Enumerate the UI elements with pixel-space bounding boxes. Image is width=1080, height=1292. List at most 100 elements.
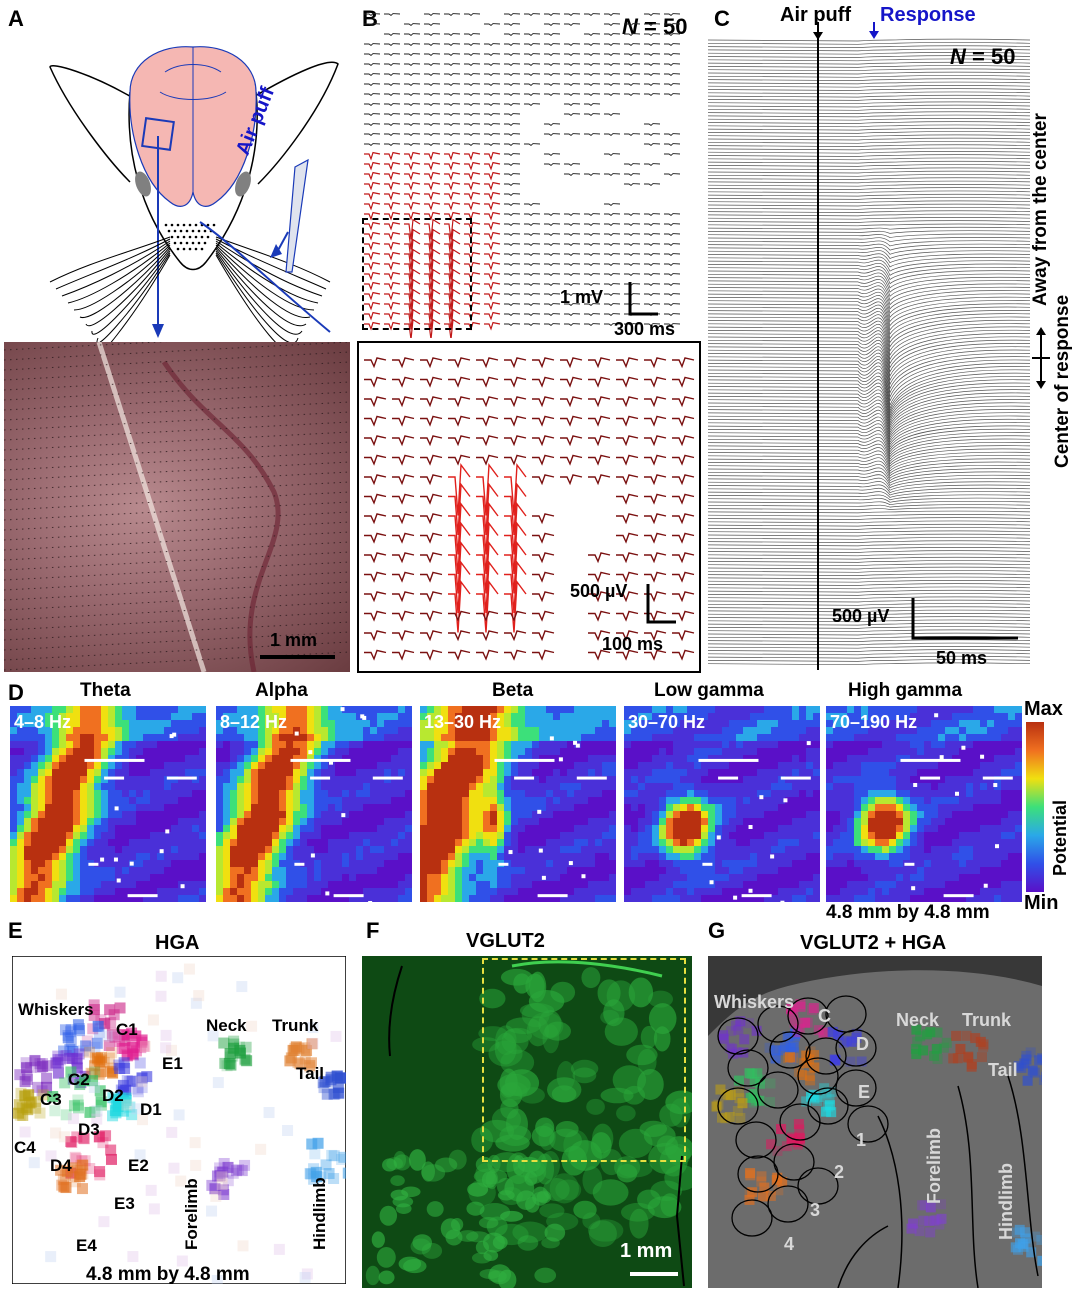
heatmap-cell: [199, 713, 206, 721]
heatmap-cell: [129, 734, 137, 742]
inset-trace: [420, 552, 443, 564]
heatmap-cell: [792, 762, 800, 770]
c-center-arrow: [1032, 327, 1050, 389]
heatmap-cell: [840, 860, 848, 868]
heatmap-cell: [185, 811, 193, 819]
trace: [708, 295, 1030, 319]
heatmap-cell: [192, 790, 200, 798]
heatmap-cell: [659, 769, 667, 777]
heatmap-cell: [293, 846, 301, 854]
heatmap-cell: [342, 720, 350, 728]
heatmap-cell: [223, 776, 231, 784]
trace: [708, 226, 1030, 230]
heatmap-cell: [483, 748, 491, 756]
trace: [708, 200, 1030, 204]
heatmap-cell: [434, 755, 442, 763]
heatmap-cell: [861, 839, 869, 847]
heatmap-cell: [645, 720, 653, 728]
heatmap-cell: [833, 853, 841, 861]
heatmap-cell: [384, 741, 392, 749]
heatmap-cell: [129, 776, 137, 784]
heatmap-cell: [694, 846, 702, 854]
heatmap-cell: [602, 720, 610, 728]
inset-trace: [420, 493, 443, 505]
heatmap-cell: [799, 713, 807, 721]
c-side-center: Center of response: [1052, 294, 1073, 468]
heatmap-cell: [861, 860, 869, 868]
heatmap-cell: [286, 860, 294, 868]
heatmap-cell: [66, 818, 74, 826]
heatmap-cell: [216, 825, 224, 833]
inset-trace: [644, 357, 667, 369]
whisker-pad-dot: [203, 229, 207, 233]
heatmap-cell: [609, 776, 616, 784]
heatmap-cell: [244, 720, 252, 728]
heatmap-cell: [216, 839, 224, 847]
heatmap-cell: [595, 881, 603, 889]
trace: [444, 103, 461, 106]
heatmap-cell: [994, 727, 1002, 735]
heatmap-cell: [1008, 797, 1016, 805]
heatmap-cell: [581, 811, 589, 819]
trace: [424, 151, 441, 161]
heatmap-cell: [17, 832, 25, 840]
heatmap-cell: [497, 811, 505, 819]
heatmap-cell: [757, 720, 765, 728]
heatmap-cell: [567, 832, 575, 840]
heatmap-cell: [994, 706, 1002, 714]
trace: [524, 203, 541, 206]
heatmap-cell: [666, 713, 674, 721]
heatmap-cell: [539, 832, 547, 840]
heatmap-cell: [631, 888, 639, 896]
inset-trace: [448, 580, 471, 633]
heatmap-cell: [335, 727, 343, 735]
heatmap-cell: [349, 818, 357, 826]
heatmap-cell: [903, 825, 911, 833]
dead-channel: [702, 862, 713, 866]
heatmap-cell: [462, 881, 470, 889]
heatmap-cell: [476, 713, 484, 721]
trace: [504, 83, 521, 86]
heatmap-cell: [185, 797, 193, 805]
heatmap-cell: [847, 825, 855, 833]
heatmap-cell: [553, 783, 561, 791]
electrode-row: [4, 521, 350, 541]
heatmap-cell: [150, 783, 158, 791]
heatmap-cell: [157, 888, 165, 896]
heatmap-cell: [938, 734, 946, 742]
heatmap-cell: [546, 713, 554, 721]
heatmap-cell: [244, 797, 252, 805]
heatmap-cell: [987, 846, 995, 854]
heatmap-cell: [178, 867, 186, 875]
trace: [664, 33, 681, 36]
trace: [708, 42, 1030, 45]
heatmap-cell: [764, 790, 772, 798]
heatmap-cell: [272, 776, 280, 784]
heatmap-cell: [342, 804, 350, 812]
heatmap-cell: [833, 720, 841, 728]
heatmap-cell: [847, 797, 855, 805]
heatmap-cell: [136, 874, 144, 882]
heatmap-cell: [1001, 734, 1009, 742]
heatmap-cell: [223, 895, 231, 902]
heatmap-cell: [539, 818, 547, 826]
trace: [708, 301, 1030, 327]
heatmap-cell: [952, 853, 960, 861]
heatmap-cell: [185, 874, 193, 882]
trace: [604, 53, 621, 56]
heatmap-cell: [237, 713, 245, 721]
heatmap-cell: [553, 720, 561, 728]
inset-trace: [504, 415, 527, 427]
heatmap-cell: [356, 874, 364, 882]
heatmap-cell: [917, 762, 925, 770]
heatmap-cell: [363, 895, 371, 902]
inset-trace: [616, 376, 639, 388]
trace: [604, 93, 621, 96]
heatmap-cell: [24, 790, 32, 798]
heatmap-cell: [251, 825, 259, 833]
inset-trace: [616, 435, 639, 447]
trace: [708, 500, 1030, 506]
heatmap-cell: [574, 853, 582, 861]
heatmap-cell: [199, 832, 206, 840]
heatmap-cell: [185, 776, 193, 784]
